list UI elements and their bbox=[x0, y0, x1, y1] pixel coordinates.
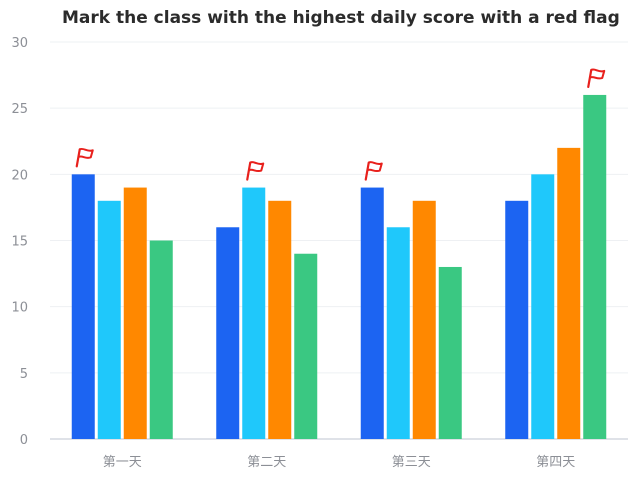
flags bbox=[75, 68, 606, 181]
bar-1-1 bbox=[71, 174, 95, 440]
y-tick-label: 5 bbox=[20, 367, 28, 382]
bar-1-2 bbox=[97, 200, 121, 439]
bar-1-3 bbox=[123, 187, 147, 439]
y-tick-label: 0 bbox=[20, 433, 28, 448]
x-tick-label: 第三天 bbox=[392, 455, 431, 470]
bar-1-4 bbox=[149, 240, 173, 439]
y-tick-label: 15 bbox=[11, 235, 28, 250]
bar-3-4 bbox=[438, 266, 462, 439]
bar-2-3 bbox=[268, 200, 292, 439]
bar-4-4 bbox=[583, 94, 607, 439]
bars bbox=[71, 94, 607, 440]
bar-2-1 bbox=[216, 227, 240, 439]
bar-4-3 bbox=[557, 147, 581, 439]
y-tick-label: 25 bbox=[11, 102, 28, 117]
red-flag-icon bbox=[246, 161, 265, 181]
bar-3-3 bbox=[412, 200, 436, 439]
y-axis-ticks: 0 5 10 15 20 25 30 bbox=[11, 36, 28, 448]
chart-title: Mark the class with the highest daily sc… bbox=[62, 8, 620, 28]
red-flag-icon bbox=[587, 68, 606, 89]
x-tick-label: 第四天 bbox=[536, 455, 575, 470]
bar-4-1 bbox=[505, 200, 529, 439]
y-tick-label: 10 bbox=[11, 301, 28, 316]
red-flag-icon bbox=[75, 147, 94, 168]
y-tick-label: 30 bbox=[11, 36, 28, 51]
x-axis-ticks: 第一天 第二天 第三天 第四天 bbox=[103, 455, 576, 470]
bar-2-4 bbox=[294, 253, 318, 439]
bar-3-1 bbox=[360, 187, 384, 439]
bar-2-2 bbox=[242, 187, 266, 439]
bar-4-2 bbox=[531, 174, 555, 440]
red-flag-icon bbox=[364, 161, 383, 181]
y-tick-label: 20 bbox=[11, 168, 28, 183]
x-tick-label: 第一天 bbox=[103, 455, 142, 470]
bar-3-2 bbox=[386, 227, 410, 439]
x-tick-label: 第二天 bbox=[247, 455, 286, 470]
